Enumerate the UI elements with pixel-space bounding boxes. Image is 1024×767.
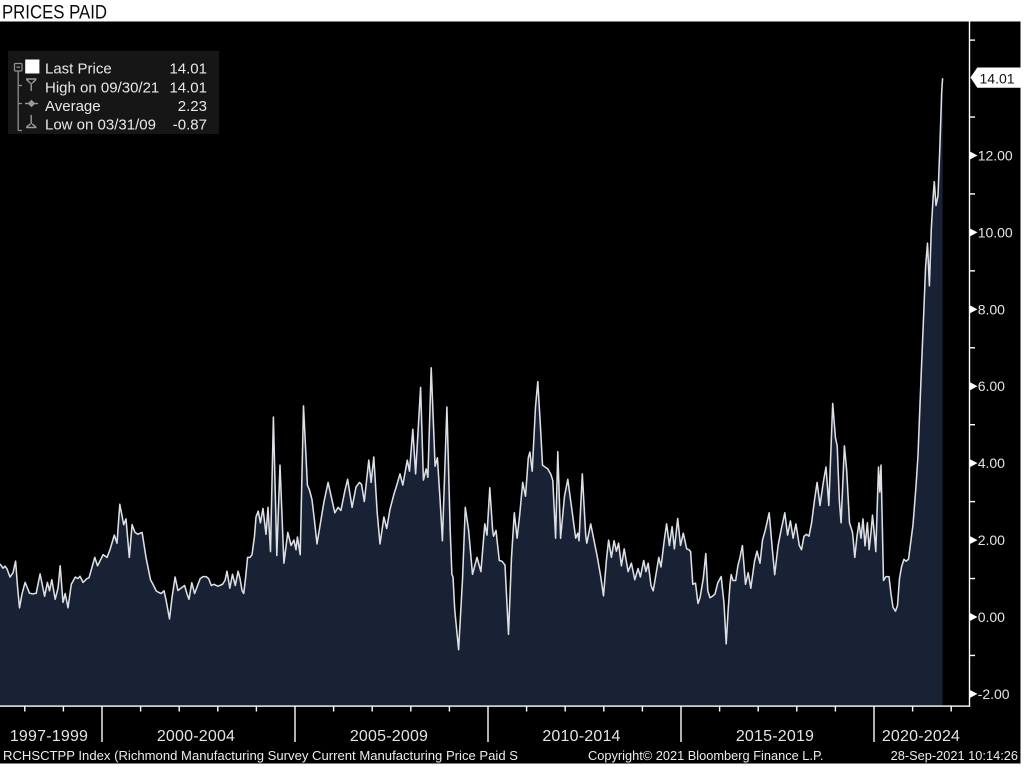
svg-text:RCHSCTPP Index (Richmond Manuf: RCHSCTPP Index (Richmond Manufacturing S… xyxy=(3,748,518,763)
svg-text:Average: Average xyxy=(45,98,101,115)
svg-text:8.00: 8.00 xyxy=(978,301,1005,317)
svg-text:4.00: 4.00 xyxy=(978,455,1005,471)
svg-text:12.00: 12.00 xyxy=(978,147,1013,163)
svg-text:Last Price: Last Price xyxy=(45,61,112,78)
svg-text:2020-2024: 2020-2024 xyxy=(882,728,960,745)
svg-text:1997-1999: 1997-1999 xyxy=(10,728,88,745)
svg-text:6.00: 6.00 xyxy=(978,378,1005,394)
svg-text:14.01: 14.01 xyxy=(169,61,207,78)
svg-text:14.01: 14.01 xyxy=(169,80,207,97)
svg-text:28-Sep-2021 10:14:26: 28-Sep-2021 10:14:26 xyxy=(891,748,1018,763)
svg-text:Low on 03/31/09: Low on 03/31/09 xyxy=(45,117,156,134)
svg-text:0.00: 0.00 xyxy=(978,609,1005,625)
svg-text:PRICES PAID: PRICES PAID xyxy=(2,3,107,24)
svg-text:2.00: 2.00 xyxy=(978,532,1005,548)
svg-text:-0.87: -0.87 xyxy=(173,117,207,134)
svg-text:2.23: 2.23 xyxy=(178,98,207,115)
svg-text:10.00: 10.00 xyxy=(978,224,1013,240)
svg-text:-2.00: -2.00 xyxy=(978,686,1010,702)
svg-text:2000-2004: 2000-2004 xyxy=(157,728,235,745)
svg-text:High on 09/30/21: High on 09/30/21 xyxy=(45,80,159,97)
svg-text:2015-2019: 2015-2019 xyxy=(736,728,814,745)
svg-text:14.01: 14.01 xyxy=(980,71,1015,87)
svg-text:2010-2014: 2010-2014 xyxy=(542,728,620,745)
svg-text:2005-2009: 2005-2009 xyxy=(350,728,428,745)
svg-text:Copyright© 2021 Bloomberg Fina: Copyright© 2021 Bloomberg Finance L.P. xyxy=(588,748,823,763)
